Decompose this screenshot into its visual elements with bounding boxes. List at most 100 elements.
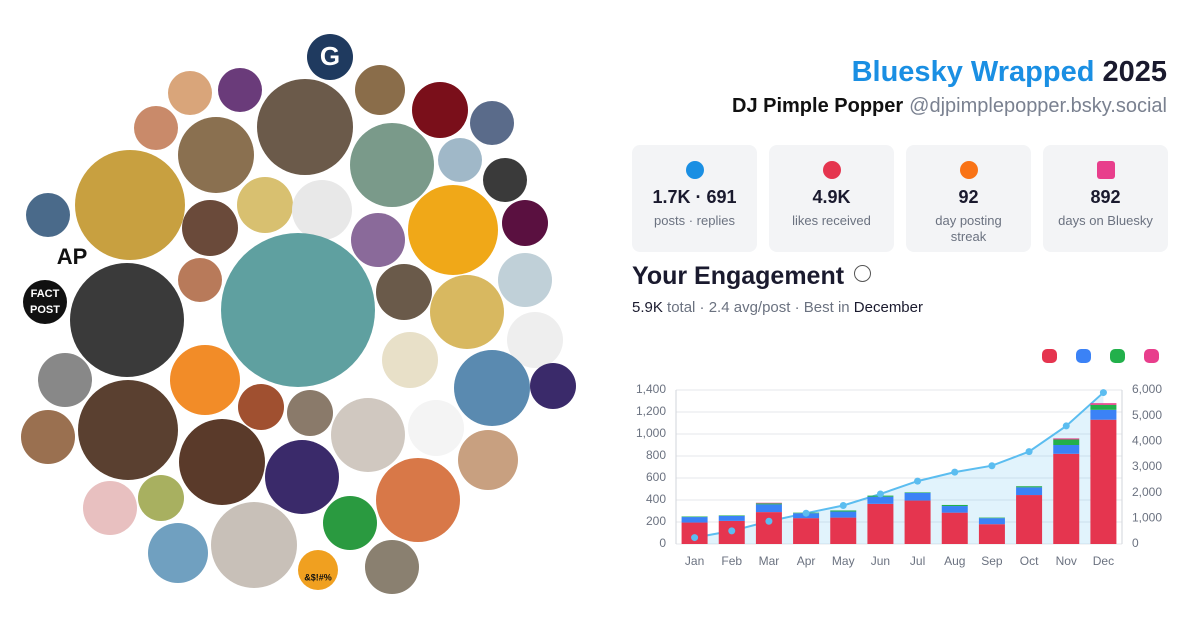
avatar [21,410,75,464]
x-tick-label: Nov [1056,554,1077,568]
avatar [70,263,184,377]
stat-card: 1.7K · 691 posts · replies [632,145,757,252]
summary: 5.9K total · 2.4 avg/post · Best in Dece… [632,299,923,316]
line-point [839,502,847,509]
bar-segment [867,503,894,544]
bar-segment [1016,495,1043,544]
avatar [498,253,552,307]
avatar [168,71,212,115]
avatar [365,540,419,594]
bar-segment [1090,419,1117,544]
display-name: DJ Pimple Popper [732,95,904,117]
x-tick-label: Feb [721,554,742,568]
avatar [38,353,92,407]
avatar [355,65,405,115]
avatar [292,180,352,240]
stat-label: likes received [792,213,871,228]
avatar [52,238,92,278]
stat-card: 92 day posting streak [906,145,1031,252]
bar-segment [941,506,968,513]
avatar [408,400,464,456]
line-point [691,534,699,542]
avatar [23,280,67,324]
stat-card: 4.9K likes received [769,145,894,252]
bar-segment [1090,404,1117,410]
avatar [530,363,576,409]
x-tick-label: Sep [981,554,1003,568]
bar-segment [904,500,931,544]
avatar [257,79,353,175]
line-point [876,490,884,498]
bar-segment [830,511,857,518]
line-point [988,462,996,470]
handle: @djpimplepopper.bsky.social [909,95,1167,117]
avatar-text: G [320,41,340,71]
bar-segment [941,504,968,507]
avatar [138,475,184,521]
avatar [75,150,185,260]
avatar [26,193,70,237]
avatar [218,68,262,112]
avatar [179,419,265,505]
summary-best: December [853,299,923,316]
bar-segment [1053,439,1080,445]
line-point [951,468,959,476]
info-icon[interactable] [854,265,872,282]
y-tick-label: 1,200 [636,404,666,418]
title-text: Bluesky Wrapped [851,56,1095,88]
bar-segment [793,518,820,544]
avatar [408,185,498,275]
avatar-text: FACT [31,288,60,300]
bar-segment [904,492,931,493]
stat-label: days on Bluesky [1058,213,1153,228]
line-point [1025,448,1033,456]
icon [959,161,978,179]
avatar [454,350,530,426]
bar-segment [681,522,708,544]
summary-total: 5.9K [632,299,663,316]
y2-tick-label: 0 [1132,536,1139,550]
avatar [83,481,137,535]
legend-icon[interactable] [1110,349,1125,363]
bar-segment [1053,445,1080,454]
stat-value: 4.9K [812,187,851,207]
avatar-text: POST [30,304,60,316]
icon [685,161,704,179]
avatar [307,34,353,80]
user: DJ Pimple Popper @djpimplepopper.bsky.soc… [732,95,1167,118]
avatar [483,158,527,202]
avatar [287,390,333,436]
avatar [351,213,405,267]
x-tick-label: Jan [685,554,704,568]
stat-label: posts · replies [654,213,735,228]
x-tick-label: Apr [797,554,816,568]
avatar [331,398,405,472]
bar-segment [830,510,857,512]
avatar [148,523,208,583]
bar-segment [978,517,1005,519]
avatar [170,345,240,415]
stat-card: 892 days on Bluesky [1043,145,1168,252]
x-tick-label: Jul [910,554,925,568]
icon [1096,161,1115,179]
bar-segment [941,512,968,544]
legend-icon[interactable] [1144,349,1159,363]
y-tick-label: 1,000 [636,426,666,440]
legend-icon[interactable] [1042,349,1057,363]
bar-segment [755,502,782,504]
avatar [502,200,548,246]
y2-tick-label: 3,000 [1132,459,1162,473]
avatar [438,138,482,182]
stat-value: 1.7K · 691 [652,187,737,207]
title: Bluesky Wrapped 2025 [852,56,1167,89]
y2-tick-label: 6,000 [1132,382,1162,396]
legend-icon[interactable] [1076,349,1091,363]
avatar [376,458,460,542]
avatar [298,550,338,590]
icon [822,161,841,179]
line-point [1062,422,1070,430]
avatar [430,275,504,349]
avatar [376,264,432,320]
x-tick-label: Mar [759,554,780,568]
